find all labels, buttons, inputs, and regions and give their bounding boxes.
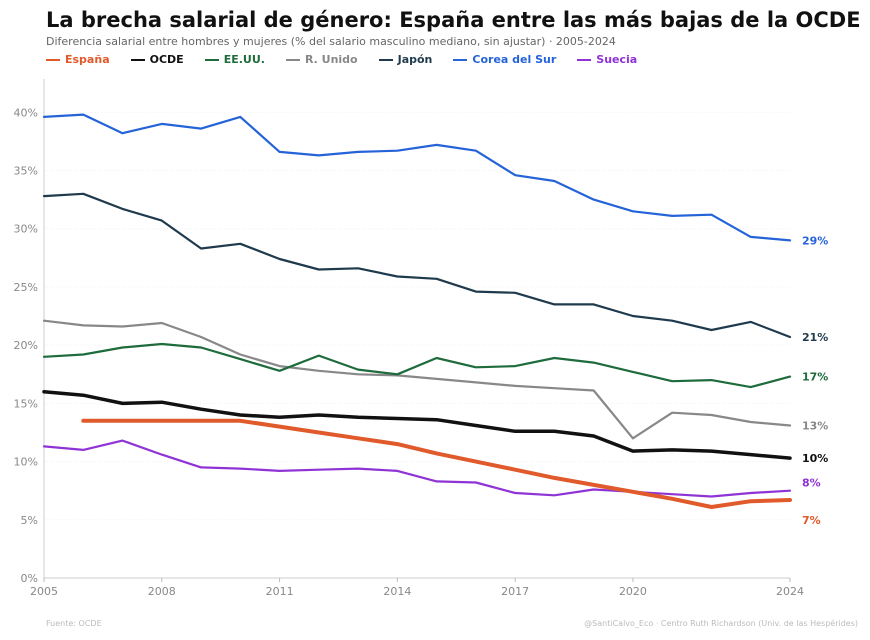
end-label: 17% [802, 371, 828, 384]
legend-label: Corea del Sur [472, 53, 557, 66]
x-tick-label: 2005 [30, 585, 58, 598]
chart-title: La brecha salarial de género: España ent… [46, 8, 861, 32]
legend-swatch [453, 58, 468, 61]
x-tick-label: 2008 [148, 585, 176, 598]
y-tick-label: 15% [14, 397, 38, 410]
y-tick-label: 5% [21, 514, 38, 527]
legend-item: R. Unido [285, 53, 358, 66]
x-tick-label: 2011 [266, 585, 294, 598]
end-label: 10% [802, 452, 828, 465]
legend-swatch [577, 58, 592, 61]
legend-item: Japón [378, 53, 433, 66]
series-line-r-unido [42, 319, 792, 440]
x-tick-label: 2017 [501, 585, 529, 598]
chart-subtitle: Diferencia salarial entre hombres y muje… [46, 35, 616, 48]
legend-item: EE.UU. [204, 53, 265, 66]
legend-item: España [46, 53, 110, 66]
y-tick-label: 25% [14, 281, 38, 294]
y-tick-label: 10% [14, 456, 38, 469]
source-note: Fuente: OCDE [46, 619, 102, 628]
end-label: 7% [802, 514, 821, 527]
end-label: 21% [802, 331, 828, 344]
series-line-ocde [42, 389, 792, 460]
end-label: 29% [802, 234, 828, 247]
end-label: 8% [802, 477, 821, 490]
legend: España OCDE EE.UU. R. Unido Japón Corea del S… [46, 53, 658, 66]
end-label: 13% [802, 419, 828, 432]
y-tick-label: 30% [14, 223, 38, 236]
series-line-ee-uu- [42, 342, 792, 389]
x-tick-label: 2024 [776, 585, 804, 598]
legend-label: Japón [397, 53, 433, 66]
y-tick-label: 0% [21, 572, 38, 585]
legend-label: OCDE [149, 53, 184, 66]
series-line-corea-del-sur [42, 113, 792, 242]
y-tick-label: 20% [14, 339, 38, 352]
legend-item: OCDE [130, 53, 184, 66]
y-tick-label: 35% [14, 165, 38, 178]
series-line-suecia [42, 439, 792, 498]
legend-item: Corea del Sur [453, 53, 556, 66]
series-line-jap-n [42, 192, 792, 339]
legend-swatch [285, 58, 300, 61]
x-tick-label: 2014 [383, 585, 411, 598]
credit-note: @SantiCalvo_Eco · Centro Ruth Richardson… [584, 619, 858, 628]
legend-swatch [378, 58, 393, 61]
legend-swatch [46, 58, 60, 61]
x-tick-label: 2020 [619, 585, 647, 598]
y-tick-label: 40% [14, 106, 38, 119]
legend-label: EE.UU. [223, 53, 265, 66]
legend-swatch [204, 58, 219, 61]
legend-item: Suecia [577, 53, 637, 66]
legend-label: Suecia [596, 53, 638, 66]
series-line-espa-a [81, 418, 792, 509]
legend-label: R. Unido [304, 53, 358, 66]
legend-swatch [130, 58, 145, 61]
legend-label: España [65, 53, 110, 66]
